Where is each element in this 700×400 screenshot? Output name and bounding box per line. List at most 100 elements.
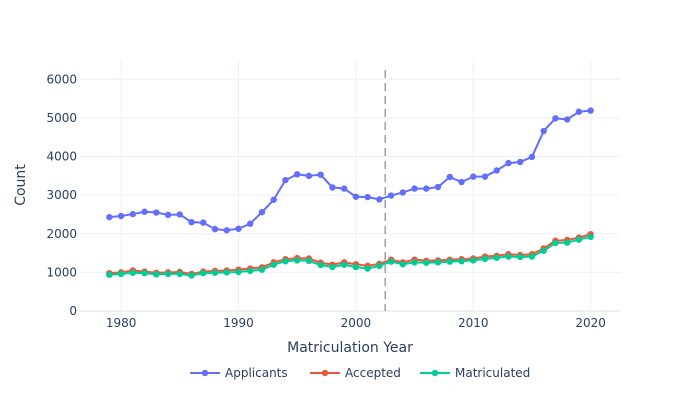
data-point-applicants[interactable] <box>481 173 489 180</box>
data-point-applicants[interactable] <box>258 208 266 216</box>
data-point-matriculated[interactable] <box>200 269 207 277</box>
data-point-matriculated[interactable] <box>587 233 594 241</box>
data-point-matriculated[interactable] <box>552 239 559 247</box>
data-point-matriculated[interactable] <box>235 268 242 276</box>
data-point-applicants[interactable] <box>470 173 477 180</box>
data-point-applicants[interactable] <box>387 192 395 199</box>
data-point-applicants[interactable] <box>423 185 430 192</box>
y-tick-label: 2000 <box>46 227 77 241</box>
data-point-matriculated[interactable] <box>563 239 571 246</box>
data-point-applicants[interactable] <box>364 193 371 201</box>
data-point-matriculated[interactable] <box>188 272 195 279</box>
data-point-applicants[interactable] <box>493 167 500 174</box>
data-point-matriculated[interactable] <box>575 236 583 243</box>
x-axis-ticks: 1980 1990 2000 2010 2020 <box>106 316 606 330</box>
data-point-matriculated[interactable] <box>423 259 430 266</box>
data-point-applicants[interactable] <box>458 178 465 186</box>
data-point-applicants[interactable] <box>270 196 277 203</box>
legend-label: Applicants <box>225 366 288 380</box>
legend-item-applicants[interactable]: Applicants <box>190 366 288 380</box>
data-point-matriculated[interactable] <box>505 253 512 260</box>
data-point-matriculated[interactable] <box>305 257 313 264</box>
data-point-matriculated[interactable] <box>153 271 160 278</box>
data-point-applicants[interactable] <box>434 183 442 191</box>
legend-item-accepted[interactable]: Accepted <box>310 366 401 380</box>
data-point-matriculated[interactable] <box>399 261 407 268</box>
data-point-applicants[interactable] <box>575 108 583 115</box>
data-point-matriculated[interactable] <box>493 254 500 261</box>
data-point-matriculated[interactable] <box>411 259 418 266</box>
legend-swatch-marker <box>201 369 209 377</box>
data-point-applicants[interactable] <box>552 115 559 122</box>
data-point-applicants[interactable] <box>106 213 113 221</box>
data-point-matriculated[interactable] <box>329 263 336 271</box>
data-point-applicants[interactable] <box>376 196 383 203</box>
data-point-applicants[interactable] <box>164 211 172 219</box>
data-point-applicants[interactable] <box>223 227 230 234</box>
y-tick-label: 0 <box>69 304 77 318</box>
data-point-applicants[interactable] <box>176 211 183 218</box>
data-point-applicants[interactable] <box>411 185 418 192</box>
data-point-matriculated[interactable] <box>258 266 266 273</box>
data-point-applicants[interactable] <box>399 189 407 196</box>
data-point-matriculated[interactable] <box>446 258 453 265</box>
data-point-matriculated[interactable] <box>211 269 219 276</box>
data-point-matriculated[interactable] <box>364 265 371 272</box>
data-point-applicants[interactable] <box>282 176 289 184</box>
legend-item-matriculated[interactable]: Matriculated <box>420 366 530 380</box>
data-point-matriculated[interactable] <box>270 261 277 268</box>
x-tick-label: 2000 <box>341 316 372 330</box>
data-point-matriculated[interactable] <box>129 269 137 276</box>
data-point-applicants[interactable] <box>247 220 254 227</box>
data-point-applicants[interactable] <box>517 158 524 166</box>
y-axis-ticks: 0 1000 2000 3000 4000 5000 6000 <box>46 72 77 318</box>
data-point-matriculated[interactable] <box>352 263 360 271</box>
data-point-matriculated[interactable] <box>117 270 125 278</box>
legend[interactable]: Applicants Accepted Matriculated <box>190 366 530 380</box>
data-point-matriculated[interactable] <box>481 255 489 263</box>
data-point-matriculated[interactable] <box>282 257 289 265</box>
data-point-applicants[interactable] <box>153 209 160 216</box>
data-point-matriculated[interactable] <box>470 257 477 264</box>
data-point-matriculated[interactable] <box>164 270 172 278</box>
data-point-matriculated[interactable] <box>540 247 547 254</box>
data-point-matriculated[interactable] <box>317 261 324 269</box>
data-point-applicants[interactable] <box>528 153 536 161</box>
data-point-matriculated[interactable] <box>434 259 442 266</box>
data-point-matriculated[interactable] <box>176 270 183 278</box>
data-point-matriculated[interactable] <box>340 261 348 268</box>
data-point-applicants[interactable] <box>141 208 148 215</box>
data-point-matriculated[interactable] <box>247 267 254 275</box>
data-point-applicants[interactable] <box>305 172 313 180</box>
data-point-matriculated[interactable] <box>293 257 301 264</box>
x-tick-label: 2010 <box>458 316 489 330</box>
data-point-applicants[interactable] <box>340 185 348 192</box>
data-point-applicants[interactable] <box>317 171 324 178</box>
data-point-matriculated[interactable] <box>376 262 383 270</box>
data-point-applicants[interactable] <box>211 225 219 233</box>
data-point-applicants[interactable] <box>329 184 336 191</box>
data-point-applicants[interactable] <box>540 127 547 135</box>
data-point-matriculated[interactable] <box>141 269 148 277</box>
data-point-applicants[interactable] <box>117 212 125 220</box>
data-point-applicants[interactable] <box>188 218 195 226</box>
data-point-matriculated[interactable] <box>528 253 536 260</box>
x-axis-title: Matriculation Year <box>287 340 413 356</box>
data-point-matriculated[interactable] <box>223 269 230 276</box>
data-point-applicants[interactable] <box>129 210 137 218</box>
data-point-applicants[interactable] <box>587 107 594 114</box>
data-point-applicants[interactable] <box>446 173 453 181</box>
data-point-matriculated[interactable] <box>458 257 465 265</box>
data-point-matriculated[interactable] <box>106 271 113 278</box>
y-tick-label: 3000 <box>46 188 77 202</box>
series-markers <box>106 107 594 279</box>
data-point-applicants[interactable] <box>563 116 571 123</box>
data-point-applicants[interactable] <box>505 159 512 167</box>
y-tick-label: 1000 <box>46 265 77 279</box>
data-point-applicants[interactable] <box>352 193 360 200</box>
data-point-matriculated[interactable] <box>387 258 395 265</box>
data-point-applicants[interactable] <box>293 171 301 178</box>
data-point-applicants[interactable] <box>235 225 242 232</box>
data-point-applicants[interactable] <box>200 219 207 226</box>
data-point-matriculated[interactable] <box>517 253 524 261</box>
